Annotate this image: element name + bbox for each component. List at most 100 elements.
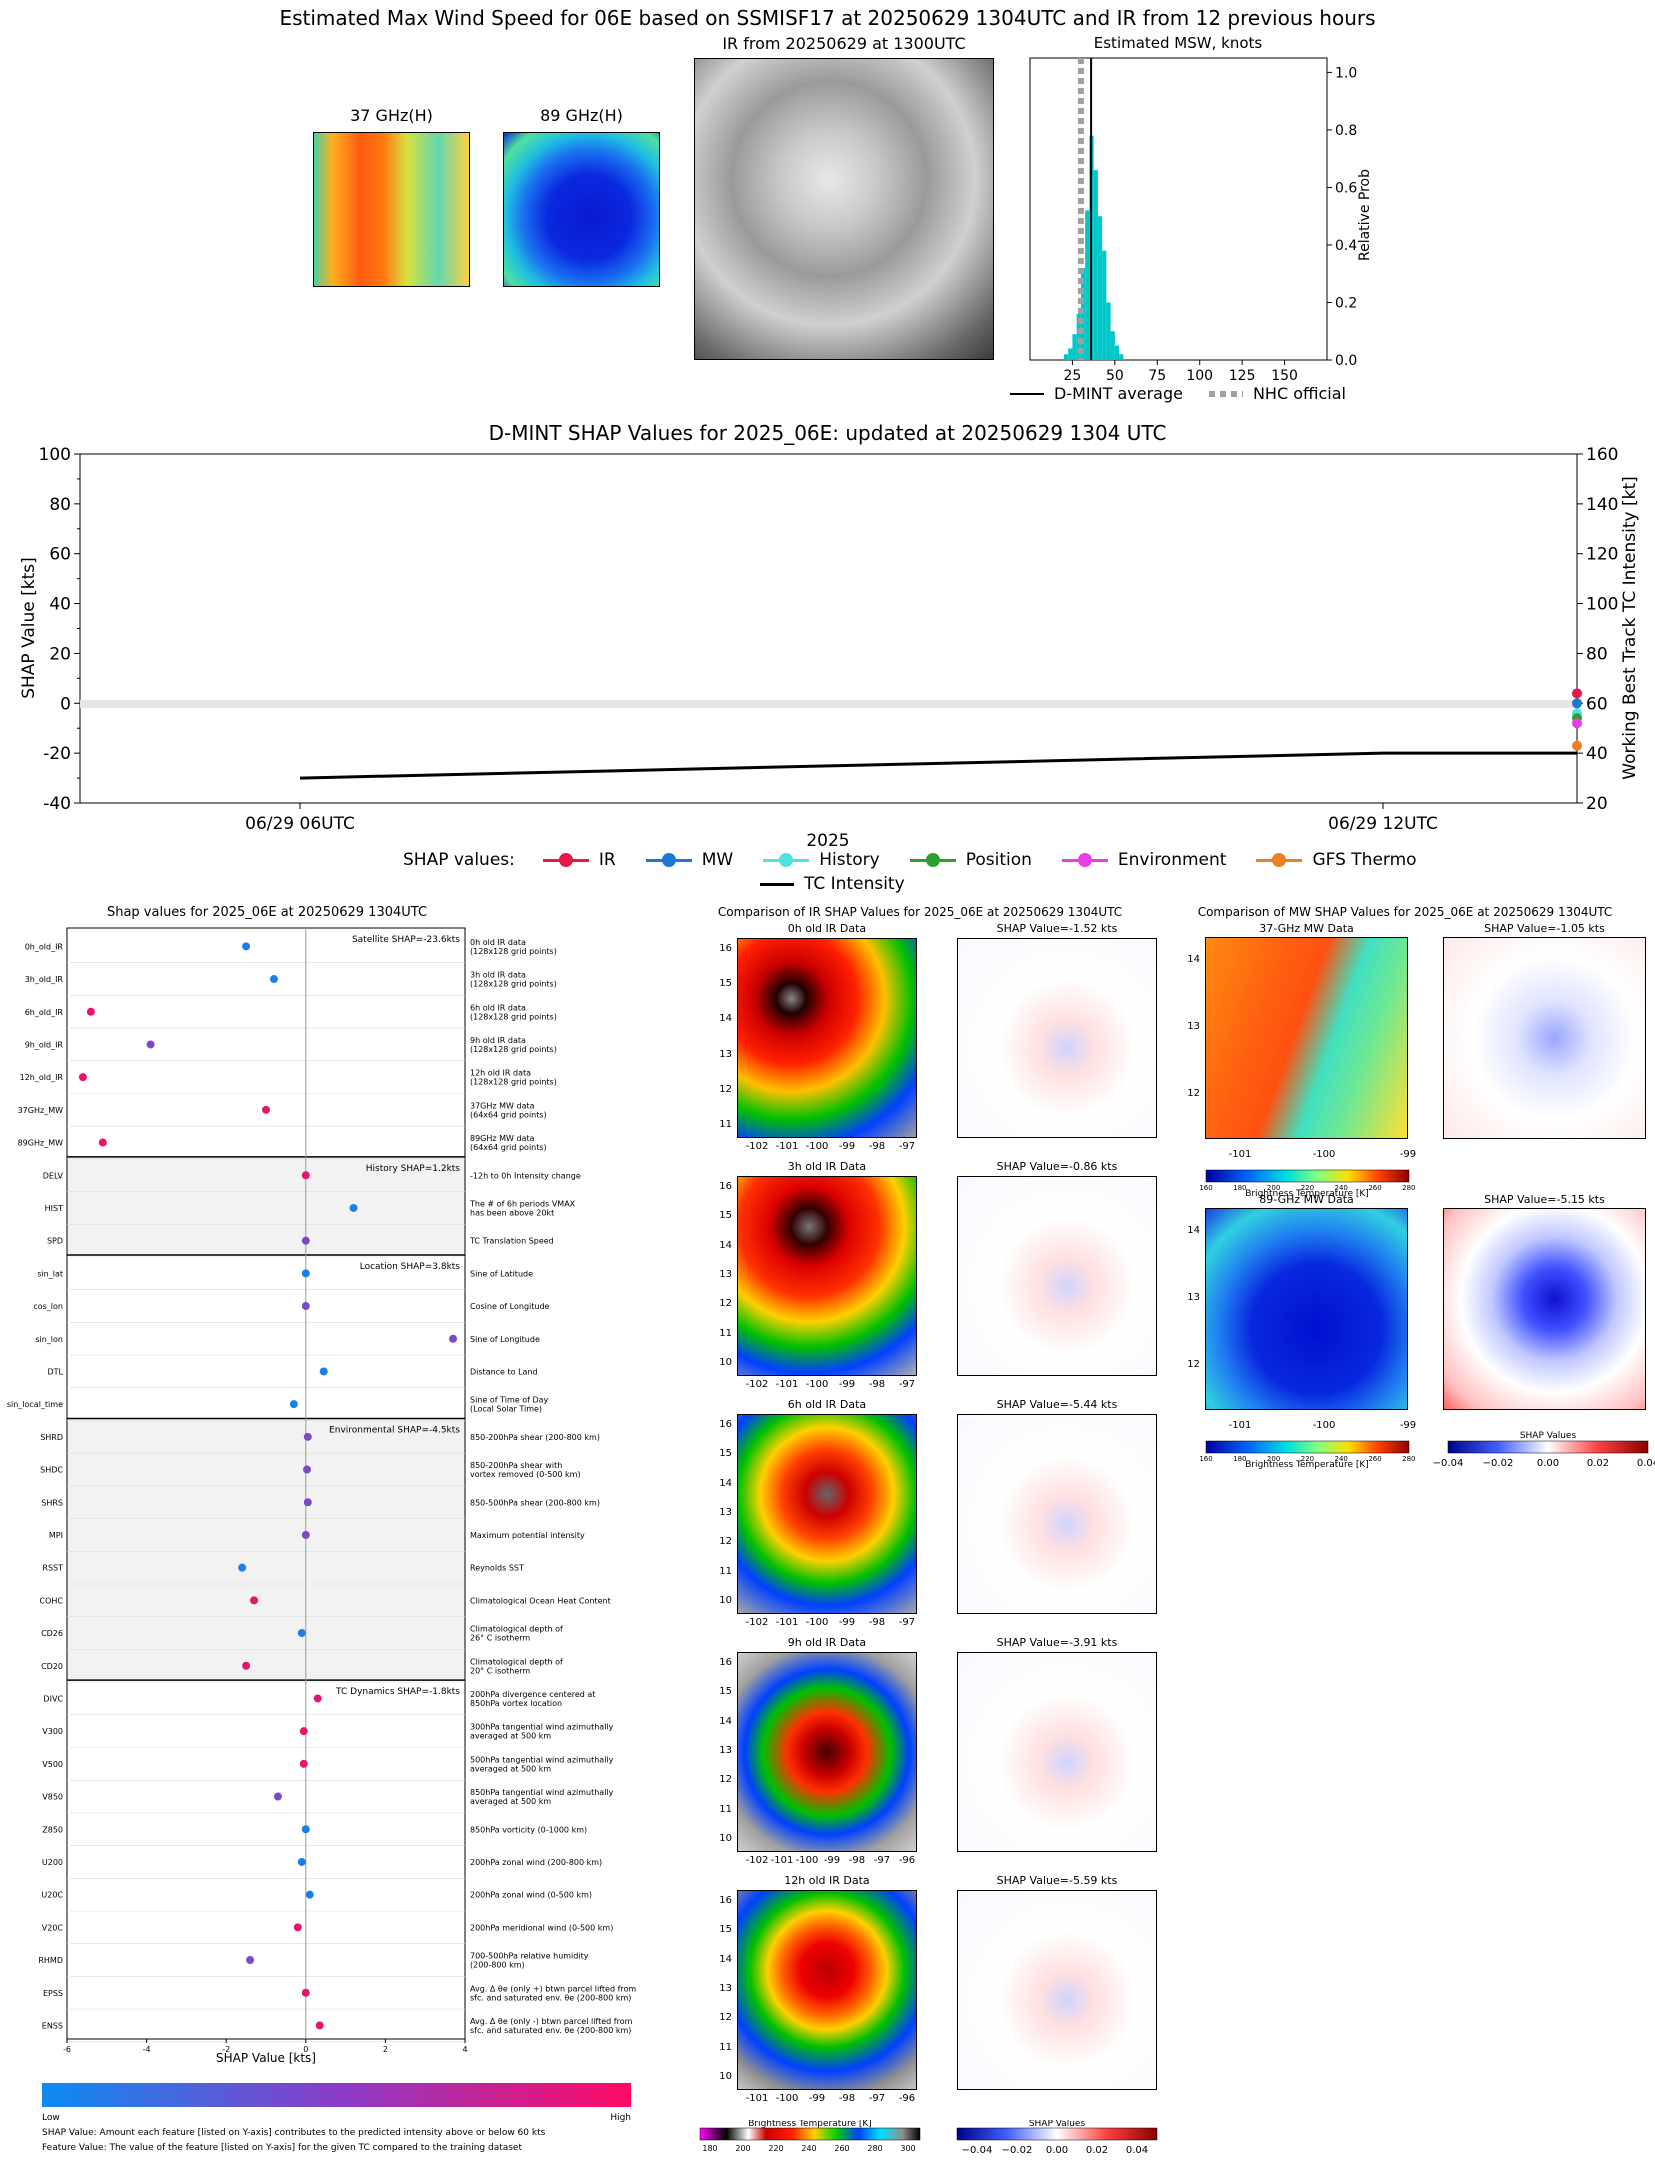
feature-desc: 89GHz MW data <box>470 1134 535 1143</box>
hist-ytick: 0.2 <box>1335 295 1357 311</box>
feature-name: U20C <box>41 1891 63 1900</box>
mw-cb-tick: 280 <box>1402 1455 1415 1463</box>
ts-right-tick: 80 <box>1586 644 1608 664</box>
feature-dot <box>242 1661 251 1670</box>
feature-desc: Climatological Ocean Heat Content <box>470 1596 611 1605</box>
feature-dot <box>301 1269 310 1278</box>
feature-name: HIST <box>45 1204 63 1213</box>
feature-desc: averaged at 500 km <box>470 1797 551 1806</box>
ir-cb-tick: 180 <box>702 2144 717 2153</box>
hist-bar <box>1102 250 1107 360</box>
ir-panel-image <box>737 1176 917 1376</box>
hist-bar <box>1072 334 1077 360</box>
feature-desc: (128x128 grid points) <box>470 1078 557 1087</box>
feat-xtick: -2 <box>222 2045 230 2054</box>
feature-desc: (64x64 grid points) <box>470 1143 547 1152</box>
ir-ytick: 10 <box>719 1357 732 1368</box>
feature-name: sin_local_time <box>7 1400 63 1409</box>
feature-desc: 700-500hPa relative humidity <box>470 1952 589 1961</box>
ir-panel-image <box>737 1652 917 1852</box>
ts-left-tick: 100 <box>39 445 71 465</box>
feature-dot <box>242 942 251 951</box>
feature-desc: (64x64 grid points) <box>470 1110 547 1119</box>
feature-dot <box>301 1302 310 1311</box>
ir-xtick: -96 <box>898 2093 916 2104</box>
feature-desc: averaged at 500 km <box>470 1732 551 1741</box>
ir-ytick: 13 <box>719 1983 732 1994</box>
feature-desc: (128x128 grid points) <box>470 947 557 956</box>
ir-shap-image <box>957 1890 1157 2090</box>
msw-title: Estimated MSW, knots <box>1093 34 1263 52</box>
hist-ytick: 0.4 <box>1335 238 1357 254</box>
feature-desc: averaged at 500 km <box>470 1764 551 1773</box>
ir-shap-title: SHAP Value=-5.44 kts <box>996 1398 1118 1411</box>
label-89ghz: 89 GHz(H) <box>540 106 623 125</box>
mw-cb-tick: 280 <box>1402 1184 1415 1192</box>
feature-dot <box>297 1629 306 1638</box>
feature-dot <box>303 1498 312 1507</box>
mw-cb-tick: 180 <box>1233 1184 1246 1192</box>
ts-end-dot <box>1572 718 1582 729</box>
mw-ytick: 12 <box>1187 1359 1200 1370</box>
ir-ytick: 11 <box>719 1803 732 1815</box>
ir-shap-cb-tick: −0.04 <box>962 2145 993 2156</box>
feature-desc: TC Translation Speed <box>469 1237 554 1246</box>
ts-end-dot <box>1572 698 1582 709</box>
ir-panel-title: 9h old IR Data <box>787 1636 867 1649</box>
feature-desc: 850hPa tangential wind azimuthally <box>470 1788 614 1797</box>
cb-low: Low <box>42 2113 60 2123</box>
mw-shap-cb-tick: −0.02 <box>1483 1458 1514 1469</box>
ts-right-tick: 100 <box>1586 595 1618 615</box>
ir-cb-tick: 300 <box>900 2144 915 2153</box>
mw-shap-cb-tick: 0.00 <box>1537 1458 1559 1469</box>
feature-name: RSST <box>42 1564 63 1573</box>
label-ir: IR from 20250629 at 1300UTC <box>722 34 966 53</box>
feature-name: V300 <box>42 1727 63 1736</box>
ir-xtick: -98 <box>868 1617 886 1628</box>
feature-dot <box>303 1432 312 1441</box>
ir-ytick: 16 <box>719 1657 732 1668</box>
mw-cb-tick: 260 <box>1368 1184 1381 1192</box>
ts-right-tick: 60 <box>1586 694 1608 714</box>
mw-37-label: 37-GHz MW Data <box>1259 922 1354 935</box>
feature-dot <box>293 1923 302 1932</box>
mw-cb-tick: 220 <box>1301 1455 1314 1463</box>
mw-ytick: 13 <box>1187 1021 1200 1032</box>
feature-name: DIVC <box>43 1694 63 1703</box>
ir-ytick: 13 <box>719 1745 732 1756</box>
msw-ylabel: Relative Prob <box>1357 169 1373 261</box>
ts-legend-item: Environment <box>1061 850 1226 870</box>
feature-name: MPI <box>49 1531 63 1540</box>
feature-dot <box>301 1988 310 1997</box>
feature-desc: 37GHz MW data <box>470 1101 535 1110</box>
legend-avg-label: D-MINT average <box>1054 384 1183 403</box>
feature-desc: Maximum potential intensity <box>470 1531 585 1540</box>
mw-cb-tick: 240 <box>1335 1184 1348 1192</box>
ir-ytick: 15 <box>719 1686 732 1698</box>
feature-name: V850 <box>42 1793 63 1802</box>
ts-end-dot <box>1572 740 1582 751</box>
hist-bar <box>1093 170 1098 360</box>
ts-legend-intensity: TC Intensity <box>760 874 905 894</box>
mw-37-image <box>1205 937 1408 1139</box>
feature-name: SHRS <box>41 1498 63 1507</box>
ts-right-tick: 140 <box>1586 495 1618 515</box>
feature-dot <box>315 2021 324 2030</box>
ir-shap-title: SHAP Value=-3.91 kts <box>996 1636 1118 1649</box>
ts-left-tick: 60 <box>49 545 71 565</box>
ir-ytick: 14 <box>719 1953 732 1965</box>
ts-ylabel-right: Working Best Track TC Intensity [kt] <box>1620 476 1640 780</box>
mw-cb-tick: 200 <box>1267 1184 1280 1192</box>
group-label: History SHAP=1.2kts <box>366 1164 461 1174</box>
mw-cb-tick: 180 <box>1233 1455 1246 1463</box>
mw-ytick: 14 <box>1187 1225 1200 1236</box>
ir-cb-tick: 260 <box>834 2144 849 2153</box>
feature-name: RHMD <box>38 1956 63 1965</box>
ir-ytick: 12 <box>719 1536 732 1548</box>
feature-desc: (128x128 grid points) <box>470 1045 557 1054</box>
ir-xtick: -97 <box>898 1617 916 1628</box>
ir-panel-title: 0h old IR Data <box>787 922 867 935</box>
feature-dot <box>273 1792 282 1801</box>
ir-shap-cb-tick: 0.04 <box>1126 2145 1148 2156</box>
feature-name: V20C <box>42 1923 64 1932</box>
